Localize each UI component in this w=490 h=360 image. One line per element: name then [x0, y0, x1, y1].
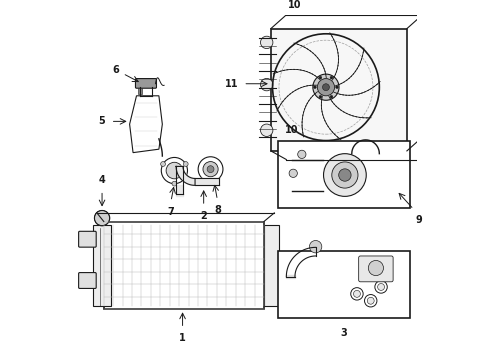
Circle shape	[314, 86, 317, 89]
Circle shape	[203, 162, 218, 177]
Text: 11: 11	[224, 79, 238, 89]
Circle shape	[97, 213, 107, 223]
Circle shape	[322, 84, 329, 91]
Circle shape	[172, 181, 177, 186]
Circle shape	[368, 297, 374, 304]
Text: 8: 8	[214, 205, 221, 215]
Circle shape	[318, 78, 335, 96]
Circle shape	[353, 291, 360, 297]
Circle shape	[330, 95, 333, 98]
Circle shape	[183, 162, 188, 166]
Bar	[278, 140, 410, 208]
Bar	[278, 251, 410, 318]
Polygon shape	[176, 166, 195, 185]
Circle shape	[261, 124, 273, 136]
Text: 4: 4	[98, 175, 105, 185]
Circle shape	[330, 76, 333, 79]
Circle shape	[332, 162, 358, 188]
FancyBboxPatch shape	[78, 231, 96, 247]
Bar	[104, 221, 264, 309]
Circle shape	[368, 260, 384, 276]
Circle shape	[319, 76, 322, 79]
Bar	[271, 29, 407, 151]
Circle shape	[289, 169, 297, 177]
Circle shape	[339, 169, 351, 181]
Circle shape	[95, 211, 110, 226]
Circle shape	[198, 157, 223, 181]
Circle shape	[261, 36, 273, 49]
Circle shape	[298, 150, 306, 158]
Circle shape	[323, 154, 366, 196]
Circle shape	[309, 240, 322, 253]
FancyBboxPatch shape	[135, 78, 156, 88]
FancyBboxPatch shape	[138, 88, 142, 94]
Text: 2: 2	[200, 211, 207, 221]
Text: 9: 9	[416, 215, 422, 225]
Circle shape	[207, 166, 214, 172]
Bar	[94, 225, 111, 306]
Circle shape	[313, 74, 339, 100]
Circle shape	[336, 86, 339, 89]
FancyBboxPatch shape	[78, 273, 96, 288]
Text: 3: 3	[341, 328, 347, 338]
Text: 5: 5	[99, 116, 105, 126]
Circle shape	[161, 157, 188, 184]
FancyBboxPatch shape	[359, 256, 393, 282]
Circle shape	[378, 284, 385, 291]
Text: 1: 1	[179, 333, 186, 343]
Text: 10: 10	[288, 0, 302, 10]
Circle shape	[95, 211, 110, 226]
Polygon shape	[130, 96, 162, 153]
Circle shape	[261, 78, 273, 91]
Bar	[264, 225, 279, 306]
Text: 7: 7	[168, 207, 174, 217]
Circle shape	[166, 162, 183, 179]
Text: 6: 6	[113, 65, 119, 75]
Circle shape	[319, 95, 322, 98]
Circle shape	[161, 162, 166, 166]
Text: 10: 10	[285, 125, 298, 135]
